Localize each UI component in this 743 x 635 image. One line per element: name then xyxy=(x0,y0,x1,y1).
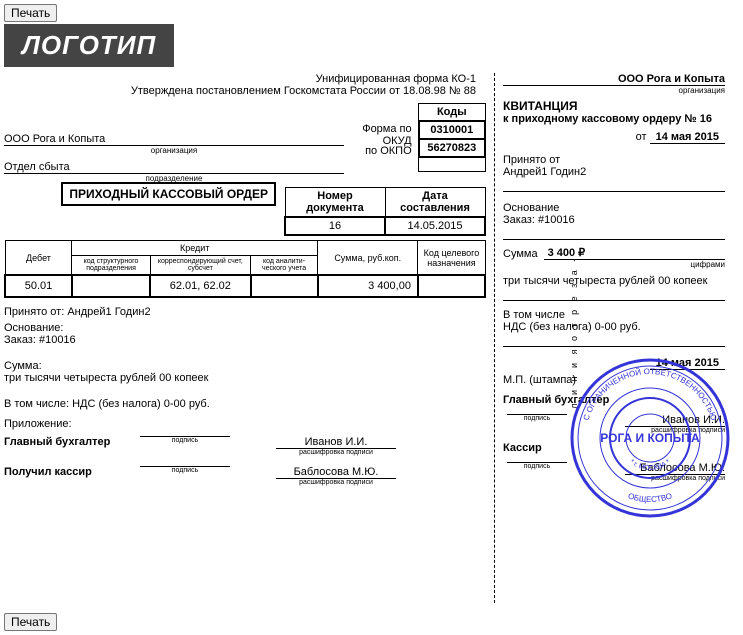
r-basis-label: Основание xyxy=(503,202,725,214)
cashier-name-sub: расшифровка подписи xyxy=(276,479,396,486)
r-cashier-name-sub: расшифровка подписи xyxy=(625,475,725,482)
r-basis-line xyxy=(503,228,725,240)
form-line2: Утверждена постановлением Госкомстата Ро… xyxy=(4,85,486,97)
r-chief-sign-sub: подпись xyxy=(503,415,571,422)
codes-empty xyxy=(419,157,485,171)
cashier-sign-sub: подпись xyxy=(134,467,236,474)
r-subtitle: к приходному кассовому ордеру № 16 xyxy=(503,113,725,125)
docnum-header: Номер документа xyxy=(285,188,385,218)
r-date2: 14 мая 2015 xyxy=(650,357,725,370)
print-button-top[interactable]: Печать xyxy=(4,4,57,22)
r-sum-words-line xyxy=(503,289,725,301)
r-chief-name: Иванов И.И. xyxy=(625,414,725,427)
docnum-value: 16 xyxy=(285,217,385,235)
r-date: 14 мая 2015 xyxy=(650,131,725,144)
r-cashier-label: Кассир xyxy=(503,442,725,454)
r-from: Андрей1 Годин2 xyxy=(503,166,725,178)
td-target xyxy=(418,275,485,297)
th-struct: код структурного подразделения xyxy=(72,256,150,276)
from-value: Андрей1 Годин2 xyxy=(67,306,150,318)
td-sum: 3 400,00 xyxy=(318,275,418,297)
sum-label: Сумма: xyxy=(4,360,42,372)
td-analytic xyxy=(251,275,318,297)
dept-name: Отдел сбыта xyxy=(4,161,70,173)
org-sublabel: организация xyxy=(4,146,344,155)
r-title: КВИТАНЦИЯ xyxy=(503,99,725,113)
r-sum-sub: цифрами xyxy=(503,260,725,269)
td-debit: 50.01 xyxy=(5,275,72,297)
form-line1: Унифицированная форма КО-1 xyxy=(4,73,486,85)
r-vat-label: В том числе xyxy=(503,309,725,321)
docdate-value: 14.05.2015 xyxy=(385,217,485,235)
r-sum-label: Сумма xyxy=(503,248,538,260)
receipt-panel: ООО Рога и Копыта организация КВИТАНЦИЯ … xyxy=(495,73,725,482)
vat-label: В том числе: xyxy=(4,398,69,410)
r-company-sub: организация xyxy=(503,86,725,95)
r-sum: 3 400 ₽ xyxy=(544,246,725,260)
chief-name-sub: расшифровка подписи xyxy=(276,449,396,456)
doc-title: ПРИХОДНЫЙ КАССОВЫЙ ОРДЕР xyxy=(61,182,276,206)
r-company: ООО Рога и Копыта xyxy=(503,73,725,86)
okpo-value: 56270823 xyxy=(419,139,485,157)
docnum-table: Номер документа Дата составления 16 14.0… xyxy=(284,187,486,236)
codes-header: Коды xyxy=(419,104,485,122)
okpo-label: по ОКПО xyxy=(344,145,412,163)
td-corr: 62.01, 62.02 xyxy=(150,275,250,297)
docdate-header: Дата составления xyxy=(385,188,485,218)
r-chief-name-sub: расшифровка подписи xyxy=(625,427,725,434)
vat-value: НДС (без налога) 0-00 руб. xyxy=(72,398,210,410)
sum-words: три тысячи четыреста рублей 00 копеек xyxy=(4,372,208,384)
th-target: Код целевого назначения xyxy=(418,241,485,276)
logo: ЛОГОТИП xyxy=(4,24,174,67)
from-label: Принято от: xyxy=(4,306,64,318)
basis-value: Заказ: #10016 xyxy=(4,334,76,346)
codes-table: Коды 0310001 56270823 xyxy=(418,103,486,172)
org-name: ООО Рога и Копыта xyxy=(4,133,105,145)
r-cashier-sign-sub: подпись xyxy=(503,463,571,470)
print-button-bottom[interactable]: Печать xyxy=(4,613,57,631)
th-debit: Дебет xyxy=(5,241,72,276)
r-cashier-name: Баблосова М.Ю. xyxy=(625,462,725,475)
td-struct xyxy=(72,275,150,297)
r-mp: М.П. (штампа) xyxy=(503,374,725,386)
cashier-label: Получил кассир xyxy=(4,466,134,486)
th-analytic: код аналити-ческого учета xyxy=(251,256,318,276)
r-from-label: Принято от xyxy=(503,154,725,166)
th-corr: корреспондирующий счет, субсчет xyxy=(150,256,250,276)
chief-sign-sub: подпись xyxy=(134,437,236,444)
r-basis: Заказ: #10016 xyxy=(503,214,725,226)
okud-label: Форма по ОКУД xyxy=(344,123,412,141)
order-panel: Унифицированная форма КО-1 Утверждена по… xyxy=(4,73,494,486)
svg-text:ОБЩЕСТВО: ОБЩЕСТВО xyxy=(627,491,673,504)
r-vat-line xyxy=(503,335,725,347)
r-from-line xyxy=(503,180,725,192)
r-date-prefix: от xyxy=(636,131,647,143)
basis-label: Основание: xyxy=(4,322,63,334)
cashier-name: Баблосова М.Ю. xyxy=(276,466,396,479)
accounting-table: Дебет Кредит Сумма, руб.коп. Код целевог… xyxy=(4,240,486,298)
th-credit: Кредит xyxy=(72,241,318,256)
attach-label: Приложение: xyxy=(4,418,72,430)
chief-label: Главный бухгалтер xyxy=(4,436,134,456)
th-sum: Сумма, руб.коп. xyxy=(318,241,418,276)
okud-value: 0310001 xyxy=(419,121,485,139)
r-vat: НДС (без налога) 0-00 руб. xyxy=(503,321,725,333)
r-chief-label: Главный бухгалтер xyxy=(503,394,725,406)
r-sum-words: три тысячи четыреста рублей 00 копеек xyxy=(503,275,725,287)
chief-name: Иванов И.И. xyxy=(276,436,396,449)
